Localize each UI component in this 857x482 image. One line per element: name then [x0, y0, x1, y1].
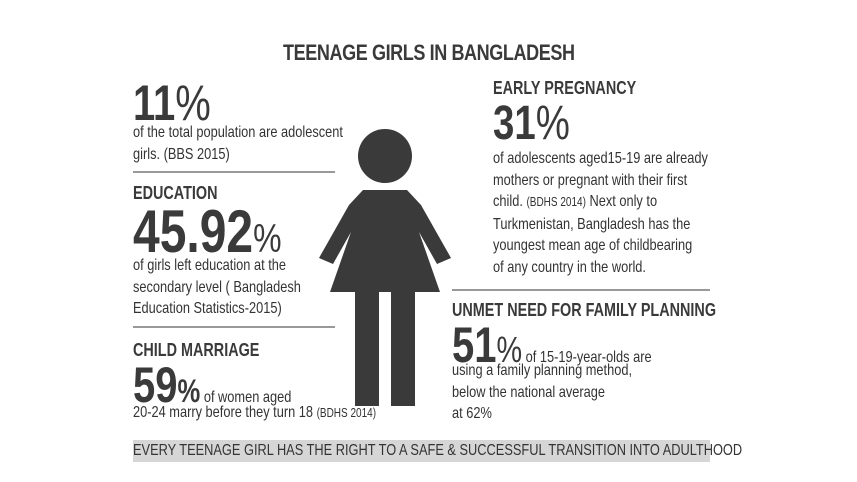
education-text: of girls left education at the secondary …	[133, 257, 301, 317]
child-marriage-heading: CHILD MARRIAGE	[133, 340, 260, 360]
footer-banner: EVERY TEENAGE GIRL HAS THE RIGHT TO A SA…	[133, 440, 743, 462]
family-planning-stat: 51% of 15-19-year-olds are	[452, 317, 652, 373]
banner-text: EVERY TEENAGE GIRL HAS THE RIGHT TO A SA…	[133, 442, 743, 459]
family-planning-heading: UNMET NEED FOR FAMILY PLANNING	[452, 300, 717, 320]
early-pregnancy-text: of adolescents aged15-19 are already mot…	[493, 150, 708, 276]
education-heading: EDUCATION	[133, 183, 218, 203]
early-pregnancy-heading: EARLY PREGNANCY	[493, 78, 637, 98]
child-marriage-stat: 59% of women aged	[133, 357, 292, 413]
child-marriage-text: 20-24 marry before they turn 18 (BDHS 20…	[133, 404, 377, 421]
population-stat: 11%	[133, 75, 211, 131]
education-stat: 45.92%	[133, 198, 282, 265]
divider	[133, 326, 335, 328]
early-pregnancy-stat: 31%	[493, 97, 570, 150]
female-figure-icon	[319, 129, 451, 406]
family-planning-text: using a family planning method, below the…	[452, 362, 633, 422]
page-title: TEENAGE GIRLS IN BANGLADESH	[282, 40, 575, 65]
divider	[133, 171, 335, 173]
divider	[452, 289, 710, 291]
population-text: of the total population are adolescent gi…	[133, 124, 343, 163]
